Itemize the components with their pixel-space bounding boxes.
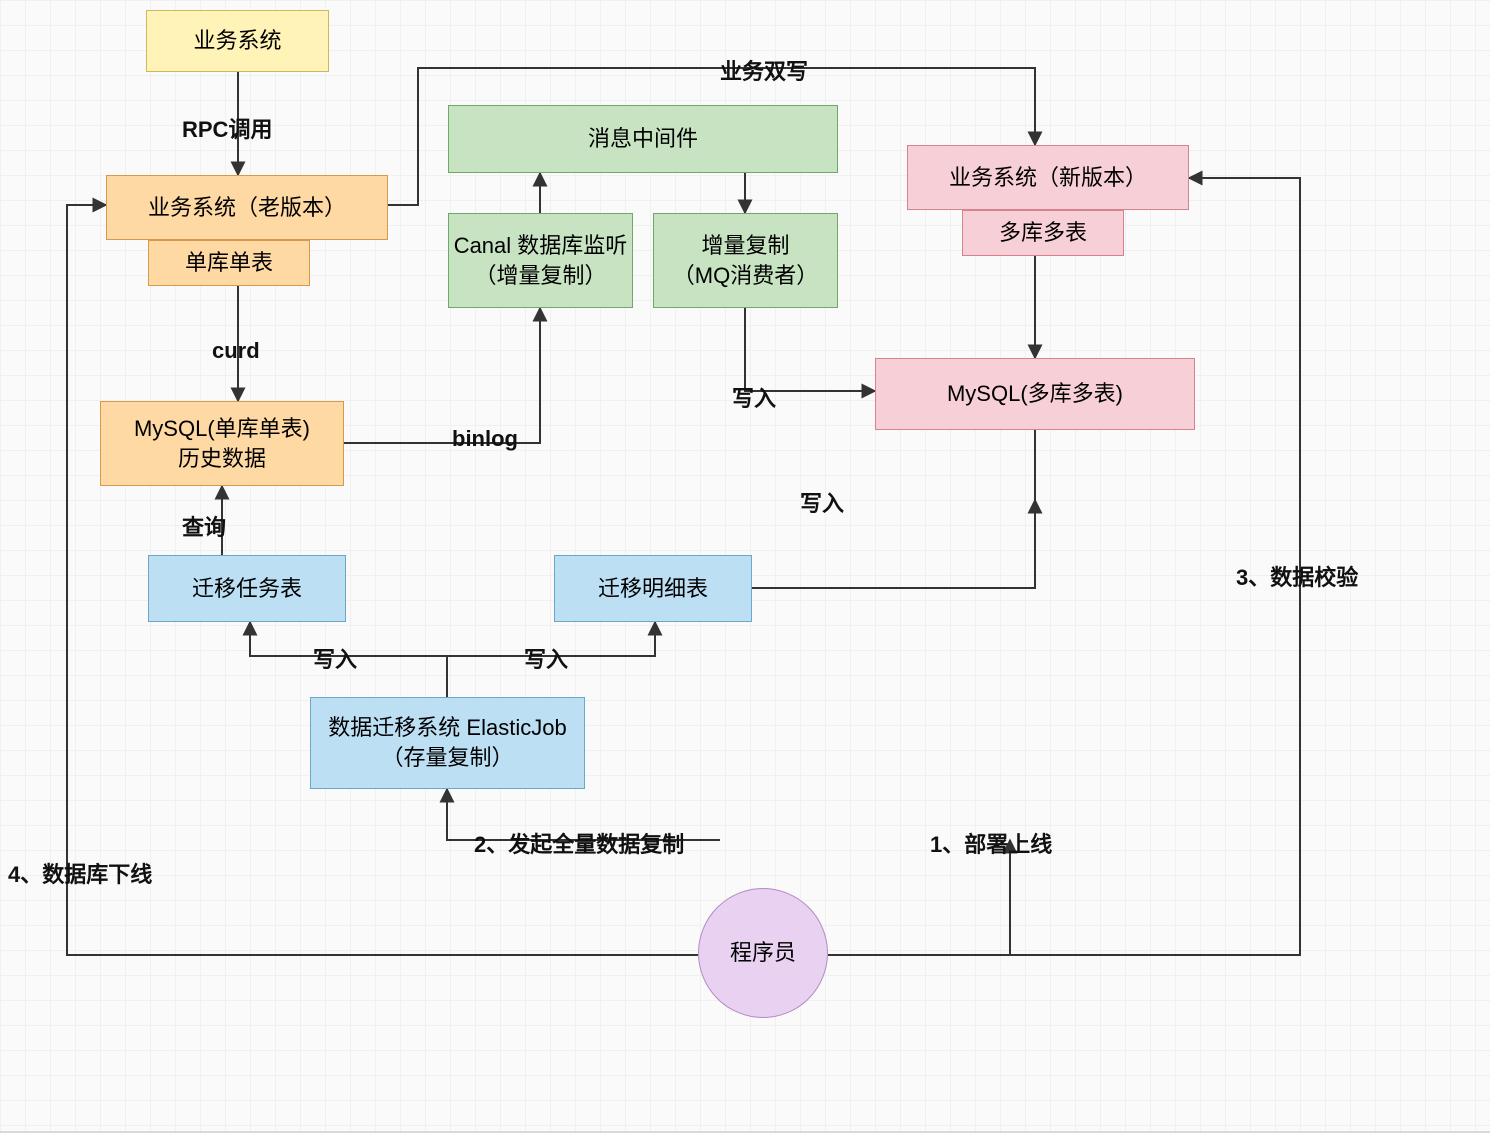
- label-step3: 3、数据校验: [1236, 560, 1358, 592]
- node-new_sys: 业务系统（新版本）: [907, 145, 1189, 210]
- edge-e-cons-write: [745, 308, 875, 391]
- edge-e-binlog: [344, 308, 540, 443]
- label-curd: curd: [212, 338, 260, 364]
- label-step1: 1、部署上线: [930, 827, 1052, 859]
- label-rpc: RPC调用: [182, 112, 272, 144]
- node-detail_tbl: 迁移明细表: [554, 555, 752, 622]
- label-write2: 写入: [524, 642, 568, 674]
- label-binlog: binlog: [452, 426, 518, 452]
- node-task_tbl: 迁移任务表: [148, 555, 346, 622]
- node-dev: 程序员: [698, 888, 828, 1018]
- diagram-canvas: 业务系统业务系统（老版本）单库单表 消息中间件 Canal 数据库监听 （增量复制）…: [0, 0, 1490, 1133]
- label-write1: 写入: [313, 642, 357, 674]
- node-mq: 消息中间件: [448, 105, 838, 173]
- node-mysql_new: MySQL(多库多表): [875, 358, 1195, 430]
- label-dual: 业务双写: [720, 54, 808, 86]
- label-step4: 4、数据库下线: [8, 857, 152, 889]
- node-mysql_old: MySQL(单库单表) 历史数据: [100, 401, 344, 486]
- edge-e-step3: [828, 178, 1300, 955]
- label-write_mq: 写入: [732, 381, 776, 413]
- edge-e-detail-write: [752, 500, 1035, 588]
- node-consumer: 增量复制 （MQ消费者）: [653, 213, 838, 308]
- node-elastic: 数据迁移系统 ElasticJob （存量复制）: [310, 697, 585, 789]
- label-step2: 2、发起全量数据复制: [474, 827, 684, 859]
- node-biz: 业务系统: [146, 10, 329, 72]
- label-query: 查询: [182, 510, 226, 542]
- node-new_sub: 多库多表: [962, 210, 1124, 256]
- node-old_sub: 单库单表: [148, 240, 310, 286]
- label-write3: 写入: [800, 486, 844, 518]
- node-old_sys: 业务系统（老版本）: [106, 175, 388, 240]
- node-canal: Canal 数据库监听 （增量复制）: [448, 213, 633, 308]
